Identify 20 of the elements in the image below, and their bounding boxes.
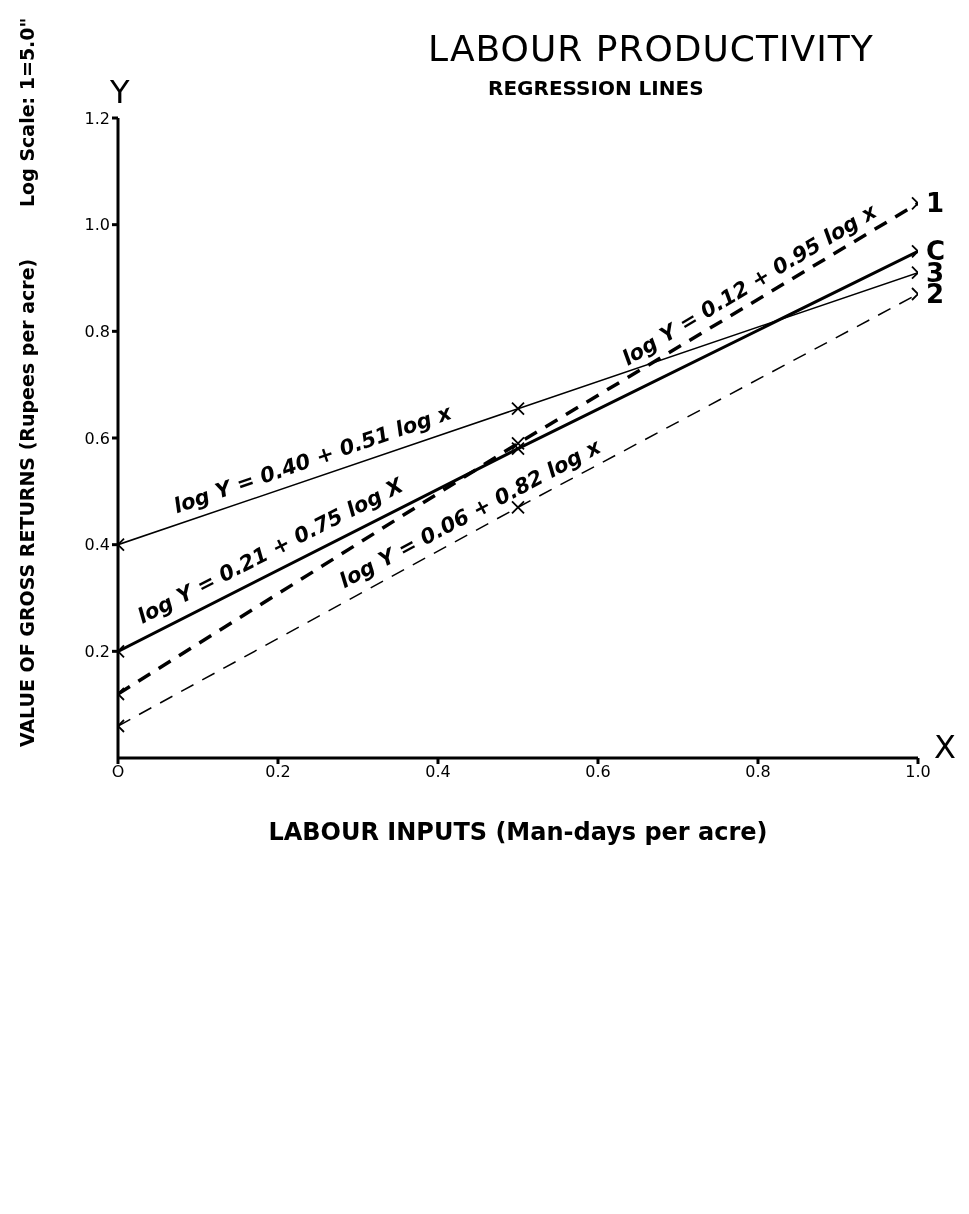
text: Y: [110, 73, 130, 111]
y-tick-label: 0.4: [84, 535, 110, 555]
x-tick-label: 1.0: [905, 762, 931, 782]
x-tick-label: 0.2: [265, 762, 291, 782]
y-tick-label: 0.8: [84, 322, 110, 342]
x-tick-label: 0.8: [745, 762, 771, 782]
chart-title: LABOUR PRODUCTIVITY: [428, 28, 874, 69]
text: X: [934, 728, 956, 766]
series-label: 1: [926, 188, 945, 219]
x-axis-title: LABOUR INPUTS (Man-days per acre): [267, 818, 769, 846]
y-tick-label: 0.6: [84, 428, 110, 448]
text: Log Scale: 1=5.0": [16, 18, 38, 210]
x-tick-label: 0.4: [425, 762, 451, 782]
y-axis-title: VALUE OF GROSS RETURNS (Rupees per acre): [16, 257, 38, 750]
y-tick-label: 1.0: [84, 215, 110, 235]
x-tick-label: O: [111, 762, 125, 782]
chart-subtitle: REGRESSION LINES: [488, 76, 704, 100]
y-tick-label: 0.2: [84, 642, 110, 662]
x-tick-label: 0.6: [585, 762, 611, 782]
y-tick-label: 1.2: [84, 108, 110, 128]
